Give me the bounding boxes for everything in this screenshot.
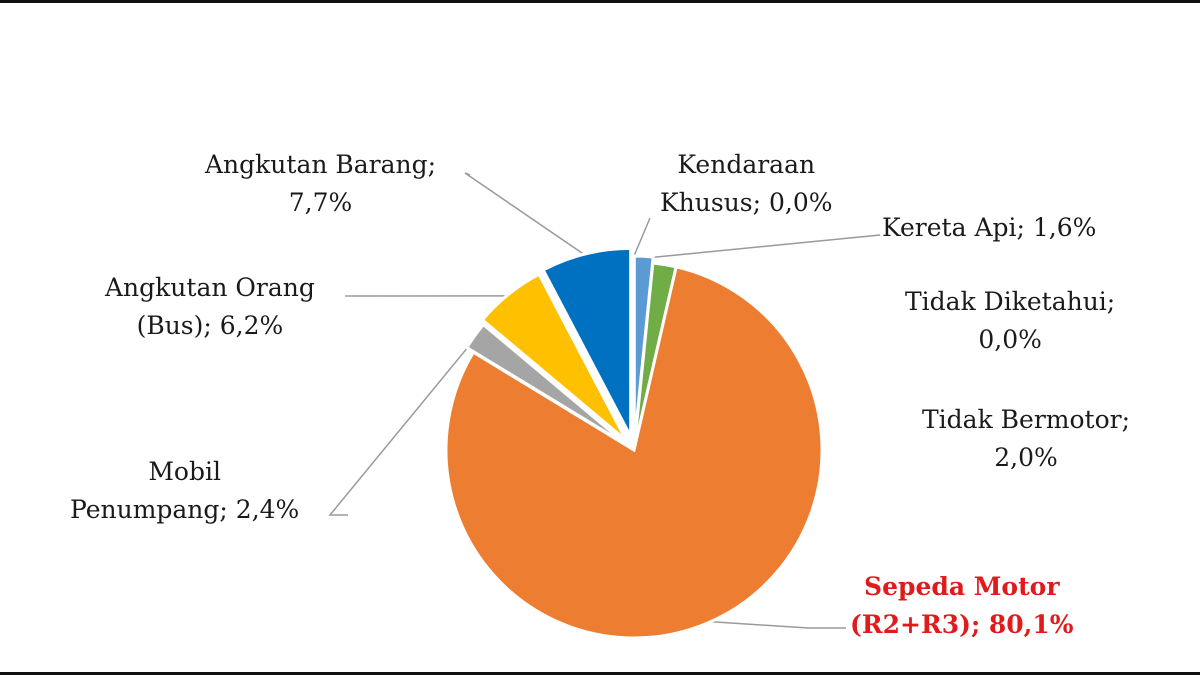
label-kereta-api: Kereta Api; 1,6% — [882, 209, 1096, 247]
label-mobil-penumpang: Mobil Penumpang; 2,4% — [70, 453, 299, 529]
pie-slices — [446, 248, 822, 638]
label-kendaraan-khusus: Kendaraan Khusus; 0,0% — [660, 146, 833, 222]
label-angkutan-barang: Angkutan Barang; 7,7% — [205, 146, 436, 222]
leader-line-angkutan-barang — [465, 173, 586, 256]
leader-line-kendaraan-khusus — [634, 218, 650, 256]
leader-line-sepeda-motor-r2-r3 — [706, 621, 846, 628]
label-sepeda-motor: Sepeda Motor (R2+R3); 80,1% — [850, 568, 1074, 644]
label-angkutan-orang: Angkutan Orang (Bus); 6,2% — [105, 269, 315, 345]
label-tidak-bermotor: Tidak Bermotor; 2,0% — [922, 401, 1130, 477]
label-tidak-diketahui: Tidak Diketahui; 0,0% — [905, 283, 1115, 359]
leader-line-kereta-api — [644, 235, 880, 258]
